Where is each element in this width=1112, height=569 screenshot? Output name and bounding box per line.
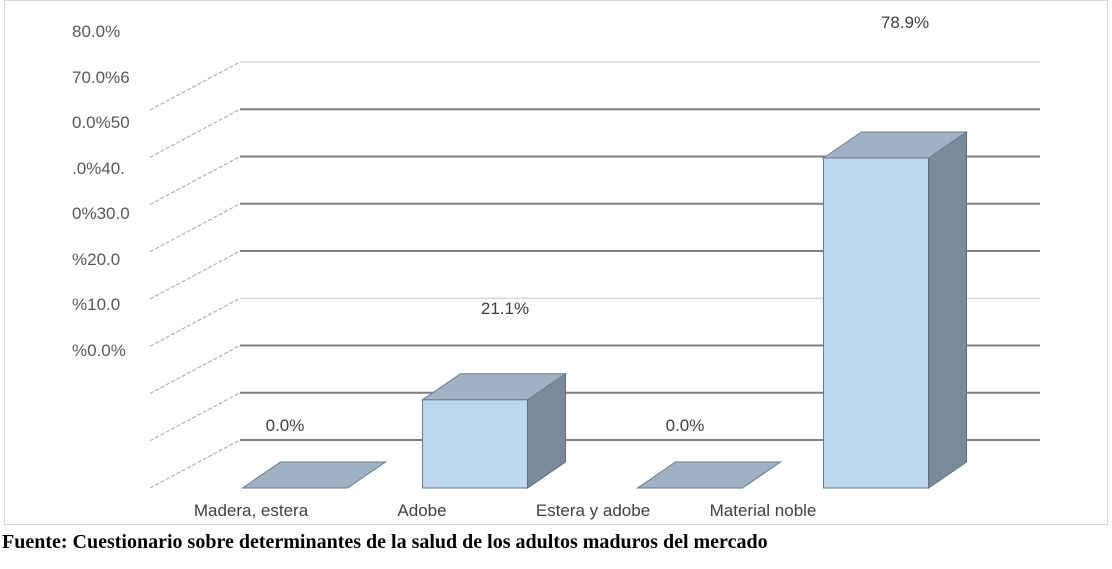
side-gridline (149, 250, 241, 300)
category-label: Adobe (397, 501, 446, 520)
y-tick-label: %20.0 (72, 249, 121, 269)
bar-top (240, 461, 388, 489)
category-label: Estera y adobe (536, 501, 650, 520)
side-gridline (149, 61, 241, 111)
bar-top (635, 461, 783, 489)
side-gridline (149, 297, 241, 347)
bar-chart: 0.0% 21.1% 0.0% 78.9% Madera, estera Adobe Est… (149, 13, 1040, 520)
y-tick-label: .0%40. (72, 158, 125, 178)
side-gridline (149, 155, 241, 206)
source-caption: Fuente: Cuestionario sobre determinantes… (2, 531, 768, 553)
y-tick-label: %0.0% (72, 340, 126, 360)
side-gridline (149, 344, 241, 395)
y-tick-label: 80.0% (72, 22, 121, 41)
bar-front (422, 399, 528, 489)
bar-front (823, 157, 929, 489)
side-gridline (149, 392, 241, 442)
bar-side (928, 131, 967, 489)
bar-top (420, 373, 568, 401)
side-gridline (149, 108, 241, 158)
y-tick-label: 70.0%6 (72, 67, 130, 87)
data-label: 0.0% (666, 416, 705, 435)
category-label: Material noble (710, 501, 817, 520)
category-label: Madera, estera (194, 501, 309, 520)
y-tick-label: 0.0%50 (72, 113, 130, 132)
data-label: 21.1% (481, 299, 529, 318)
side-gridline (149, 439, 241, 489)
side-gridline (149, 203, 241, 253)
data-label: 0.0% (266, 416, 305, 435)
y-tick-label: %10.0 (72, 295, 121, 314)
y-tick-label: 0%30.0 (72, 204, 130, 223)
bar-top (821, 131, 969, 159)
data-label: 78.9% (881, 13, 929, 32)
